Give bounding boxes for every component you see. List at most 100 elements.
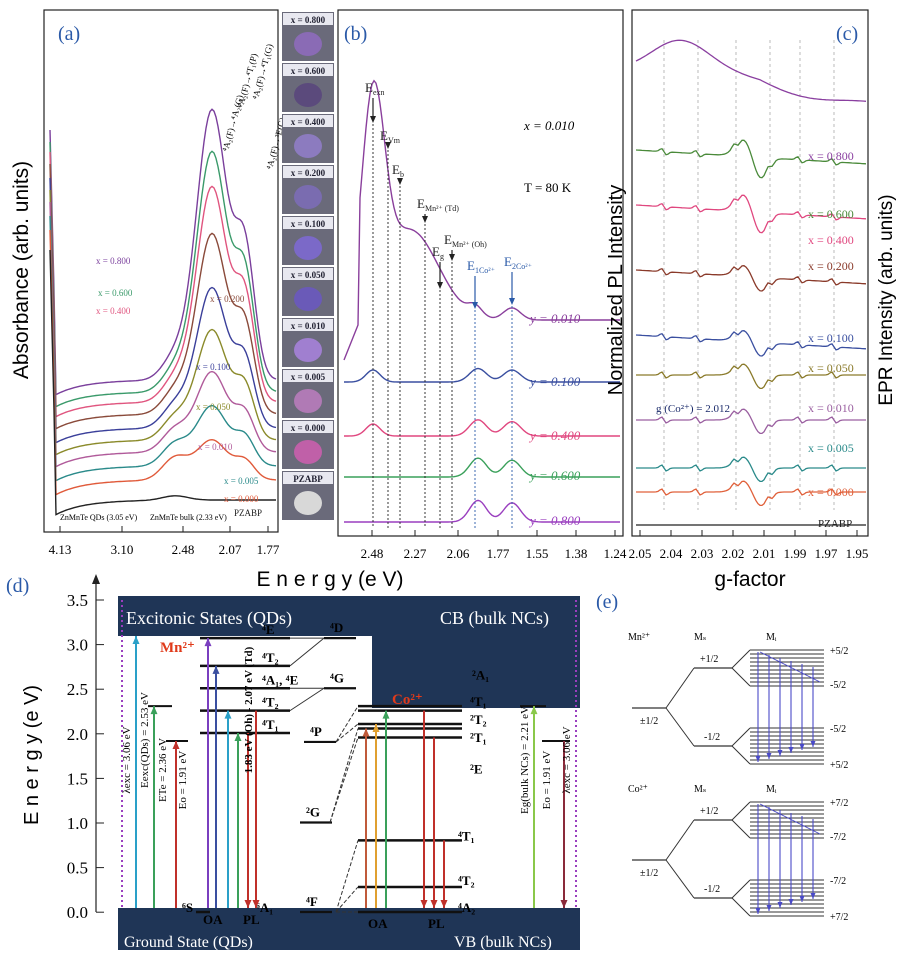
panel-e-split-line <box>665 707 695 747</box>
panel-a-curve-label: x = 0.800 <box>96 256 131 266</box>
panel-a-curve-label: x = 0.400 <box>96 306 131 316</box>
cb-band <box>372 636 580 708</box>
panel-b-marker-subscript: Mn²⁺ (Oh) <box>452 240 487 249</box>
co-correlation-line <box>335 705 359 743</box>
panel-c-curve <box>635 265 867 292</box>
panel-d-vertical-label: λexc = 3.06 eV <box>561 726 573 793</box>
panel-b-curve-label: y = 0.100 <box>528 374 581 389</box>
panel-e-mi-value: +7/2 <box>830 798 848 809</box>
panel-b-curve-label: y = 0.400 <box>528 428 581 443</box>
sample-photo-crystal <box>294 185 322 209</box>
panel-c-curve-label: x = 0.050 <box>808 361 854 375</box>
sample-photo-crystal <box>294 491 322 515</box>
panel-b-curve <box>344 367 620 383</box>
panel-e-split-line <box>731 801 751 821</box>
sample-photo-caption-bg <box>283 166 333 178</box>
co-pl-arrow-3-head <box>440 900 448 908</box>
panel-e-transition-arrowhead <box>766 905 772 911</box>
panel-c-tick-label: 1.95 <box>846 546 869 561</box>
panel-e-mi-header: Mᵢ <box>766 632 777 643</box>
panel-b-tick-label: 1.77 <box>487 546 510 561</box>
panel-c-curve <box>636 480 866 507</box>
panel-e-mi-value: +7/2 <box>830 912 848 923</box>
panel-e-transition-arrowhead <box>788 747 794 753</box>
panel-b-curve <box>344 419 620 437</box>
vb-label: VB (bulk NCs) <box>454 934 552 951</box>
co-level-label: ²E <box>470 761 483 776</box>
panel-e-ms-header: Mₛ <box>694 784 706 795</box>
mn-oa-arrow-2-head <box>212 665 220 674</box>
panel-e-mi-value: -5/2 <box>830 680 846 691</box>
panel-e-diagonal <box>759 803 821 835</box>
panel-b-marker-arrowhead <box>449 254 455 261</box>
panel-d-vertical-label: ETe = 2.36 eV <box>157 738 169 802</box>
panel-b-curves <box>343 79 620 523</box>
panel-b-marker-arrowhead <box>385 142 391 149</box>
panel-c-curve-label: x = 0.200 <box>808 259 854 273</box>
panel-e-transition-arrowhead <box>755 908 761 914</box>
panel-c-curve-label: x = 0.005 <box>808 441 854 455</box>
x-note: x = 0.010 <box>523 118 575 133</box>
panel-e-label: (e) <box>596 591 618 613</box>
panel-e-split-line <box>731 727 751 747</box>
co-label: Co²⁺ <box>392 692 423 708</box>
panel-e-ion-label: Mn²⁺ <box>628 632 650 643</box>
panel-d-vertical-label: Eo = 1.91 eV <box>177 751 189 810</box>
co-correlation-line <box>335 886 359 913</box>
panel-b-marker-arrowhead <box>472 302 478 309</box>
co-oa-arrow-1-head <box>362 728 370 737</box>
panel-e-split-line <box>665 667 695 709</box>
panel-b: (b) y = 0.010 y = 0.100 y = 0.400 y = 0.600… <box>337 9 627 561</box>
panel-c-curve <box>635 330 867 357</box>
bulk-eo-arrow-head <box>560 900 568 908</box>
panel-c-tick-label: 2.03 <box>691 546 714 561</box>
panel-e-spin-label: +1/2 <box>700 654 718 665</box>
free-ion-level-label: ⁴D <box>330 620 343 635</box>
panel-a-curve <box>49 108 277 396</box>
bulk-note: ZnMnTe bulk (2.33 eV) <box>150 513 227 522</box>
panel-a-curve-label: x = 0.600 <box>98 288 133 298</box>
sample-photo-crystal <box>294 389 322 413</box>
sample-photo-caption: x = 0.600 <box>291 66 326 76</box>
co-level-label: ⁴A₂ <box>458 900 475 915</box>
panel-c-tick-label: 2.04 <box>660 546 683 561</box>
panel-e-mi-value: -7/2 <box>830 876 846 887</box>
co-level-label: ⁴T₁ <box>458 828 475 843</box>
panel-e-split-line <box>731 667 751 687</box>
panel-e-mi-header: Mᵢ <box>766 784 777 795</box>
panel-e: (e) Mn²⁺ Mₛ Mᵢ ±1/2 +1/2 -1/2 +5/2 -5/2 -5/2 +5/2… <box>596 591 848 923</box>
panel-a-curve <box>49 249 276 516</box>
panel-e-split-line <box>731 819 751 839</box>
panel-b-tick-label: 2.06 <box>447 546 470 561</box>
panel-d-ticks: 3.5 3.0 2.5 2.0 1.5 1.0 0.5 0.0 <box>67 574 104 922</box>
panel-e-ms-header: Mₛ <box>694 632 706 643</box>
panel-b-ticks: 2.48 2.27 2.06 1.77 1.55 1.38 1.24 <box>361 530 627 561</box>
mn-oa-arrow-4-head <box>234 733 242 741</box>
oa-label-co: OA <box>368 916 388 931</box>
panel-e-transition-arrowhead <box>810 893 816 899</box>
panel-b-curve-label: y = 0.800 <box>528 513 581 528</box>
panel-a-curve <box>49 163 277 430</box>
panel-a-tick-label: 3.10 <box>111 542 134 557</box>
co-correlation-line <box>329 728 359 823</box>
panel-b-marker-arrowhead <box>437 282 443 289</box>
mn-pl-arrow-2-head <box>252 900 260 908</box>
mn-level-label: ⁶S <box>182 900 193 915</box>
mn-level-label: ⁴T₁ <box>262 717 279 732</box>
sample-photo-caption: x = 0.400 <box>291 117 326 127</box>
panel-b-marker-subscript: b <box>400 170 404 179</box>
panel-e-diagonal <box>759 651 821 683</box>
panel-b-curve <box>343 79 620 361</box>
sample-photo-crystal <box>294 338 322 362</box>
pl-label-co: PL <box>428 916 445 931</box>
panel-e-mi-value: -5/2 <box>830 724 846 735</box>
g-factor-note: g (Co²⁺) = 2.012 <box>656 403 730 415</box>
sample-photo-caption-bg <box>283 319 333 331</box>
panel-b-marker-subscript: Mn²⁺ (Td) <box>425 204 459 213</box>
panel-a-tick-label: 4.13 <box>49 542 72 557</box>
panel-a-ticks: 4.13 3.10 2.48 2.07 1.77 <box>49 526 280 557</box>
panel-d-vertical-label: Eexc(QDs) = 2.53 eV <box>139 692 151 788</box>
co-level-label: ²A₁ <box>472 667 489 682</box>
ete-arrow-head <box>150 706 158 715</box>
